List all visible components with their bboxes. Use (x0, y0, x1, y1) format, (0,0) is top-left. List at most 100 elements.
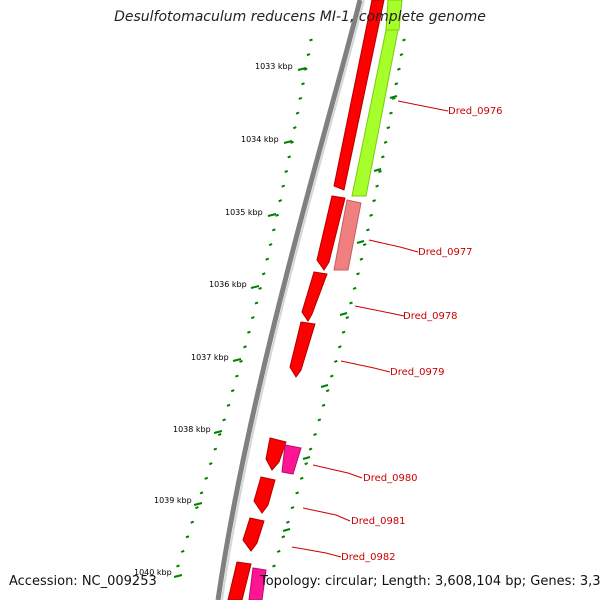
minor-tick (190, 520, 195, 524)
gene-label[interactable]: Dred_0982 (341, 552, 396, 563)
tick-label: 1034 kbp (241, 135, 279, 144)
minor-tick (290, 140, 294, 144)
minor-tick (213, 447, 218, 451)
gene-label[interactable]: Dred_0981 (351, 516, 406, 527)
minor-tick (272, 564, 276, 568)
label-line (397, 100, 449, 112)
gene-block[interactable] (281, 444, 302, 475)
major-tick (193, 502, 203, 506)
minor-tick (250, 316, 255, 320)
major-tick (213, 430, 223, 434)
minor-tick (261, 272, 266, 276)
minor-tick (304, 462, 309, 466)
gene-block[interactable] (316, 195, 346, 271)
major-tick (373, 168, 382, 172)
minor-tick (290, 506, 295, 510)
gene-label[interactable]: Dred_0979 (390, 367, 445, 378)
major-tick (173, 574, 183, 578)
gene-block[interactable] (265, 437, 287, 471)
major-tick (389, 95, 398, 99)
gene-block[interactable] (242, 517, 265, 552)
minor-tick (359, 257, 364, 261)
minor-tick (286, 520, 290, 524)
major-tick (267, 213, 277, 217)
minor-tick (284, 169, 289, 174)
minor-tick (329, 374, 334, 378)
major-ticks (173, 67, 307, 578)
minor-tick (349, 301, 353, 305)
minor-tick (309, 38, 313, 42)
minor-tick (383, 140, 388, 144)
gene-block[interactable] (253, 476, 276, 514)
minor-tick (278, 199, 283, 203)
gene-block[interactable] (333, 0, 385, 191)
minor-tick (276, 549, 281, 553)
label-line (302, 507, 351, 522)
minor-tick (265, 257, 270, 261)
gene-block[interactable] (385, 0, 403, 31)
genome-backbone-highlight (221, 0, 365, 600)
label-line (340, 360, 391, 373)
gene-label[interactable]: Dred_0978 (403, 311, 458, 322)
gene-block[interactable] (227, 561, 252, 600)
minor-tick (402, 38, 406, 42)
minor-tick (325, 389, 330, 393)
minor-tick (258, 286, 262, 290)
gene-block[interactable] (333, 199, 362, 271)
minor-tick (230, 389, 235, 393)
gene-block[interactable] (248, 567, 267, 600)
minor-tick (321, 403, 326, 407)
minor-tick (247, 330, 251, 334)
gene-block[interactable] (301, 271, 328, 322)
minor-tick (195, 506, 199, 510)
minor-tick (399, 53, 404, 57)
minor-tick (199, 491, 204, 495)
gene-label[interactable]: Dred_0976 (448, 106, 503, 117)
minor-tick (362, 243, 367, 247)
minor-tick (243, 345, 247, 349)
major-tick (297, 67, 307, 71)
reverse-strand-genes (248, 0, 403, 600)
minor-tick (394, 82, 399, 86)
forward-strand-genes (227, 0, 385, 600)
minor-tick (235, 374, 239, 378)
minor-tick (222, 418, 226, 422)
major-tick (283, 140, 293, 144)
gene-block[interactable] (289, 321, 316, 378)
minor-tick (308, 447, 313, 451)
major-tick (282, 528, 291, 532)
minor-tick (176, 564, 180, 568)
gene-label[interactable]: Dred_0980 (363, 473, 418, 484)
label-line (368, 239, 419, 253)
major-tick (302, 456, 311, 460)
minor-tick (239, 359, 243, 363)
inner-major-ticks (282, 95, 398, 532)
minor-tick (301, 82, 305, 86)
genome-summary-text: Topology: circular; Length: 3,608,104 bp… (260, 574, 600, 589)
major-tick (320, 384, 329, 388)
minor-tick (275, 213, 279, 217)
major-tick (250, 285, 260, 289)
minor-tick (317, 418, 322, 422)
minor-tick (313, 432, 317, 437)
minor-tick (271, 228, 276, 232)
minor-tick (268, 243, 273, 247)
inner-tick-marks (272, 38, 406, 568)
minor-tick (337, 345, 342, 349)
label-line (312, 464, 363, 479)
tick-label: 1038 kbp (173, 425, 211, 434)
tick-label: 1040 kbp (134, 568, 172, 577)
gene-label[interactable]: Dred_0977 (418, 247, 473, 258)
minor-tick (380, 155, 385, 159)
minor-tick (204, 476, 209, 480)
genome-backbone (215, 0, 363, 600)
minor-tick (375, 184, 379, 188)
minor-tick (292, 126, 297, 130)
minor-tick (333, 359, 338, 363)
minor-tick (208, 462, 213, 466)
minor-tick (281, 184, 286, 188)
minor-tick (281, 535, 286, 539)
major-tick (356, 240, 365, 244)
minor-tick (389, 111, 393, 115)
